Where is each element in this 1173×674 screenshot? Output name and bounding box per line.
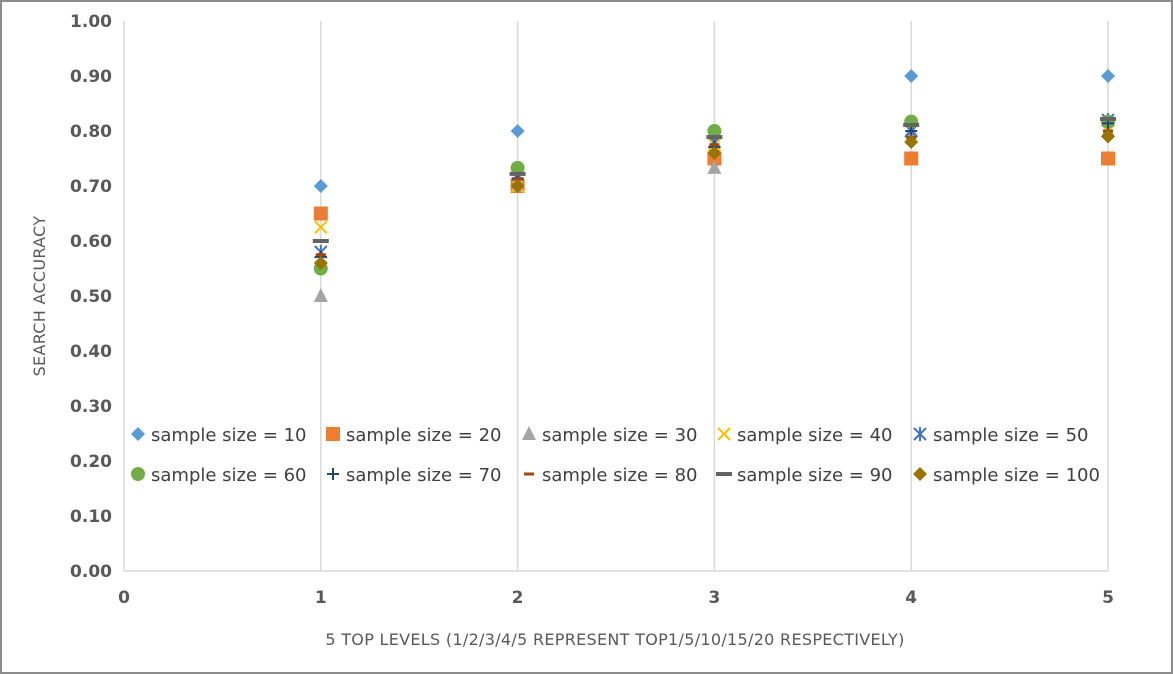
legend-item: sample size = 50 xyxy=(913,425,1089,446)
legend-label: sample size = 70 xyxy=(346,465,502,486)
data-point xyxy=(904,151,919,166)
x-tick-label: 4 xyxy=(905,588,917,608)
x-tick-label: 3 xyxy=(708,588,720,608)
x-tick-label: 5 xyxy=(1102,588,1114,608)
y-tick-label: 0.50 xyxy=(70,287,112,307)
y-tick-label: 0.70 xyxy=(70,177,112,197)
y-tick-label: 0.80 xyxy=(70,122,112,142)
data-point xyxy=(315,253,326,257)
legend-label: sample size = 80 xyxy=(542,465,698,486)
y-tick-label: 0.30 xyxy=(70,397,112,417)
y-tick-label: 0.20 xyxy=(70,452,112,472)
legend-item: sample size = 40 xyxy=(717,425,893,446)
legend-label: sample size = 50 xyxy=(933,425,1089,446)
legend-label: sample size = 90 xyxy=(737,465,893,486)
legend-item: sample size = 10 xyxy=(131,425,307,446)
y-tick-label: 0.40 xyxy=(70,342,112,362)
legend-label: sample size = 60 xyxy=(151,465,307,486)
legend-marker xyxy=(716,472,732,476)
data-point xyxy=(312,239,329,243)
legend: sample size = 10 sample size = 20 sample s… xyxy=(131,425,1100,486)
data-point xyxy=(1100,116,1116,121)
data-point xyxy=(904,69,919,83)
legend-marker xyxy=(717,427,731,441)
y-axis-title: SEARCH ACCURACY xyxy=(30,216,49,377)
data-point xyxy=(707,159,722,174)
grid-lines xyxy=(320,21,1109,571)
legend-item: sample size = 70 xyxy=(327,465,502,486)
data-point xyxy=(706,135,723,140)
legend-marker xyxy=(326,427,340,441)
data-point xyxy=(313,179,328,193)
data-point xyxy=(510,124,525,138)
data-point xyxy=(903,122,920,127)
legend-label: sample size = 30 xyxy=(542,425,698,446)
y-tick-label: 0.60 xyxy=(70,232,112,252)
legend-marker xyxy=(522,426,536,440)
legend-marker xyxy=(327,468,339,480)
legend-label: sample size = 100 xyxy=(933,465,1100,486)
x-axis-title: 5 TOP LEVELS (1/2/3/4/5 REPRESENT TOP1/5… xyxy=(325,630,904,649)
x-tick-label: 2 xyxy=(512,588,524,608)
y-tick-label: 1.00 xyxy=(70,12,112,32)
legend-marker xyxy=(131,467,145,481)
data-point xyxy=(1101,151,1115,166)
x-tick-label: 0 xyxy=(118,588,130,608)
series-10 xyxy=(313,129,1115,270)
data-point xyxy=(1101,129,1115,144)
axes: 0.00 0.10 0.20 0.30 0.40 0.50 0.60 0.70 0.80 0.90… xyxy=(70,12,1114,608)
data-point xyxy=(313,256,328,270)
data-point xyxy=(510,179,525,193)
data-point xyxy=(510,160,525,175)
y-tick-label: 0.10 xyxy=(70,507,112,527)
data-point xyxy=(707,124,722,138)
legend-item: sample size = 100 xyxy=(913,465,1100,486)
legend-item: sample size = 90 xyxy=(716,465,893,486)
data-point xyxy=(709,143,720,147)
data-point xyxy=(313,206,328,221)
legend-marker xyxy=(913,427,927,441)
legend-label: sample size = 40 xyxy=(737,425,893,446)
data-point xyxy=(1101,69,1115,83)
data-point xyxy=(707,146,722,160)
legend-label: sample size = 10 xyxy=(151,425,307,446)
y-tick-label: 0.00 xyxy=(70,562,112,582)
series-9 xyxy=(312,116,1116,243)
y-tick-label: 0.90 xyxy=(70,67,112,87)
data-point xyxy=(904,135,919,149)
data-point xyxy=(509,171,526,176)
legend-item: sample size = 20 xyxy=(326,425,502,446)
legend-label: sample size = 20 xyxy=(346,425,502,446)
data-point xyxy=(512,177,523,181)
legend-marker xyxy=(131,427,145,441)
legend-marker xyxy=(913,467,927,481)
legend-item: sample size = 80 xyxy=(524,465,698,486)
legend-item: sample size = 60 xyxy=(131,465,307,486)
data-points xyxy=(312,69,1116,302)
data-point xyxy=(314,220,328,234)
legend-marker xyxy=(524,472,534,476)
legend-item: sample size = 30 xyxy=(522,425,698,446)
data-point xyxy=(313,288,328,302)
x-tick-label: 1 xyxy=(315,588,327,608)
